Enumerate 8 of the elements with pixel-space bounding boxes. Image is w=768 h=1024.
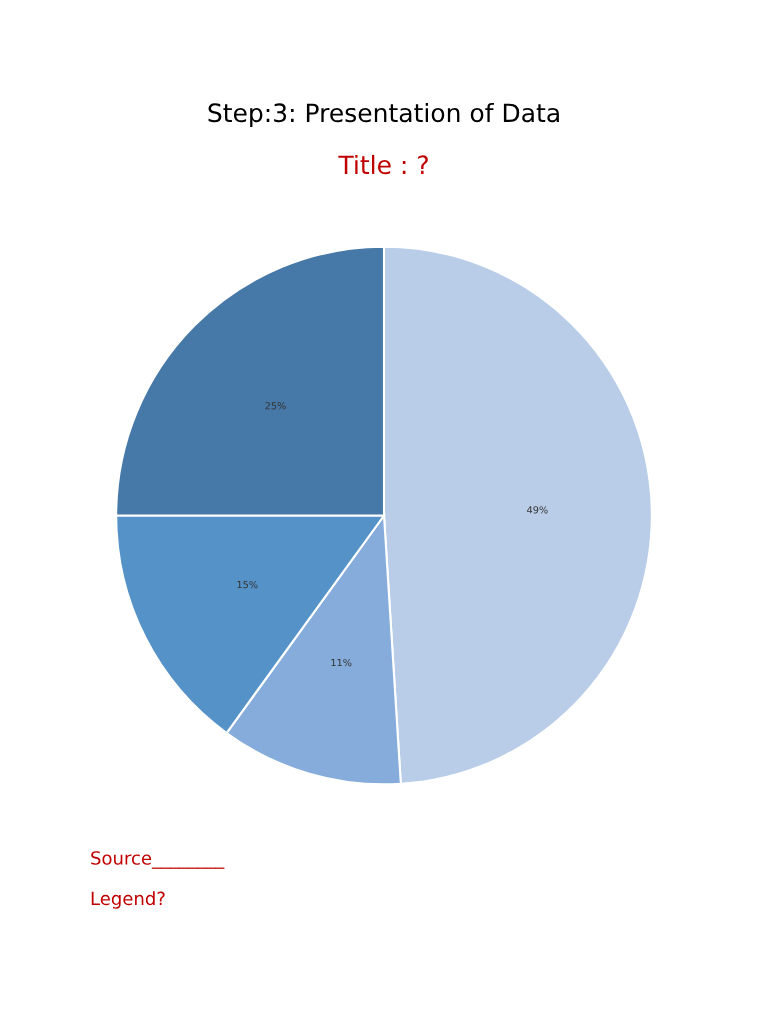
chart-title: Step:3: Presentation of Data [208,102,559,128]
data-label: 25% [265,402,286,410]
chart-subtitle: Title : ? [338,154,428,175]
text: Legend? [91,891,165,909]
text: Source________ [91,851,225,869]
data-label: 49% [527,506,548,514]
data-label: 11% [331,658,352,667]
data-label: 15% [237,580,258,589]
